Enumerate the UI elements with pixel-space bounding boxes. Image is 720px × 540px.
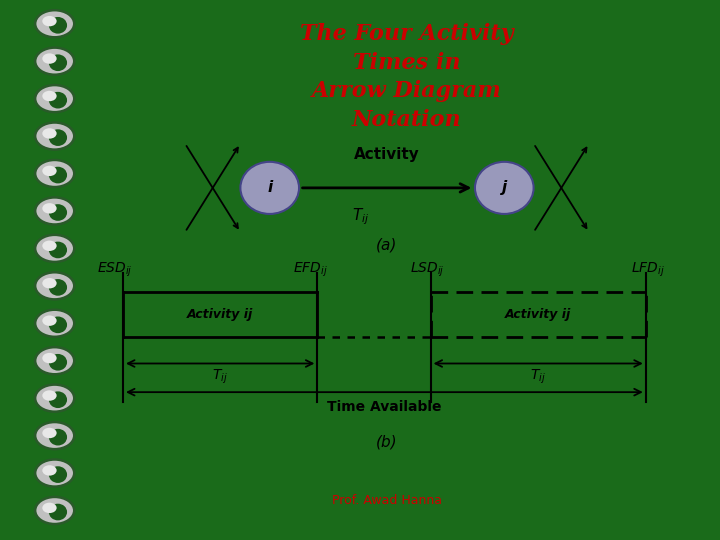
- Ellipse shape: [49, 17, 67, 33]
- Ellipse shape: [49, 55, 67, 71]
- Text: Arrow Diagram: Arrow Diagram: [312, 80, 501, 103]
- Text: $EFD_{ij}$: $EFD_{ij}$: [292, 260, 328, 279]
- Text: Prof. Awad Hanna: Prof. Awad Hanna: [332, 494, 442, 507]
- Ellipse shape: [35, 460, 74, 487]
- Ellipse shape: [49, 504, 67, 521]
- Text: The Four Activity: The Four Activity: [300, 23, 513, 45]
- Ellipse shape: [49, 204, 67, 221]
- Text: j: j: [502, 180, 507, 195]
- Ellipse shape: [42, 166, 57, 176]
- Ellipse shape: [35, 85, 74, 112]
- Ellipse shape: [42, 278, 57, 288]
- Ellipse shape: [35, 422, 74, 449]
- Ellipse shape: [42, 203, 57, 213]
- Ellipse shape: [42, 390, 57, 401]
- Text: (b): (b): [376, 434, 398, 449]
- Ellipse shape: [42, 503, 57, 513]
- Ellipse shape: [35, 10, 74, 37]
- Ellipse shape: [42, 428, 57, 438]
- Ellipse shape: [35, 347, 74, 374]
- Ellipse shape: [35, 272, 74, 299]
- Ellipse shape: [35, 160, 74, 187]
- Text: (a): (a): [377, 238, 397, 253]
- Ellipse shape: [240, 162, 299, 214]
- Ellipse shape: [35, 123, 74, 150]
- Text: $ESD_{ij}$: $ESD_{ij}$: [97, 260, 132, 279]
- Text: $T_{ij}$: $T_{ij}$: [212, 368, 228, 386]
- Ellipse shape: [49, 392, 67, 408]
- Ellipse shape: [49, 167, 67, 184]
- Ellipse shape: [35, 384, 74, 411]
- Text: $LFD_{ij}$: $LFD_{ij}$: [631, 260, 665, 279]
- Text: $T_{ij}$: $T_{ij}$: [530, 368, 546, 386]
- Ellipse shape: [49, 129, 67, 146]
- Ellipse shape: [49, 354, 67, 370]
- Ellipse shape: [42, 128, 57, 139]
- Ellipse shape: [49, 429, 67, 446]
- Ellipse shape: [42, 53, 57, 64]
- Text: Activity ij: Activity ij: [505, 308, 571, 321]
- Ellipse shape: [49, 466, 67, 483]
- Text: $LSD_{ij}$: $LSD_{ij}$: [410, 260, 444, 279]
- Ellipse shape: [35, 48, 74, 75]
- Ellipse shape: [475, 162, 534, 214]
- Ellipse shape: [42, 91, 57, 101]
- Ellipse shape: [49, 279, 67, 296]
- Ellipse shape: [35, 497, 74, 524]
- Text: Times in: Times in: [353, 52, 460, 74]
- Text: $T_{ij}$: $T_{ij}$: [352, 206, 369, 227]
- Ellipse shape: [35, 235, 74, 262]
- Text: Activity ij: Activity ij: [187, 308, 253, 321]
- Ellipse shape: [42, 16, 57, 26]
- Text: Activity: Activity: [354, 146, 420, 161]
- Ellipse shape: [49, 241, 67, 258]
- Text: i: i: [267, 180, 272, 195]
- Ellipse shape: [42, 465, 57, 476]
- Ellipse shape: [42, 315, 57, 326]
- Text: Time Available: Time Available: [327, 400, 441, 414]
- Text: Notation: Notation: [352, 109, 462, 131]
- Ellipse shape: [35, 198, 74, 225]
- Ellipse shape: [42, 353, 57, 363]
- Ellipse shape: [49, 92, 67, 109]
- Ellipse shape: [49, 316, 67, 333]
- Ellipse shape: [35, 310, 74, 337]
- Ellipse shape: [42, 240, 57, 251]
